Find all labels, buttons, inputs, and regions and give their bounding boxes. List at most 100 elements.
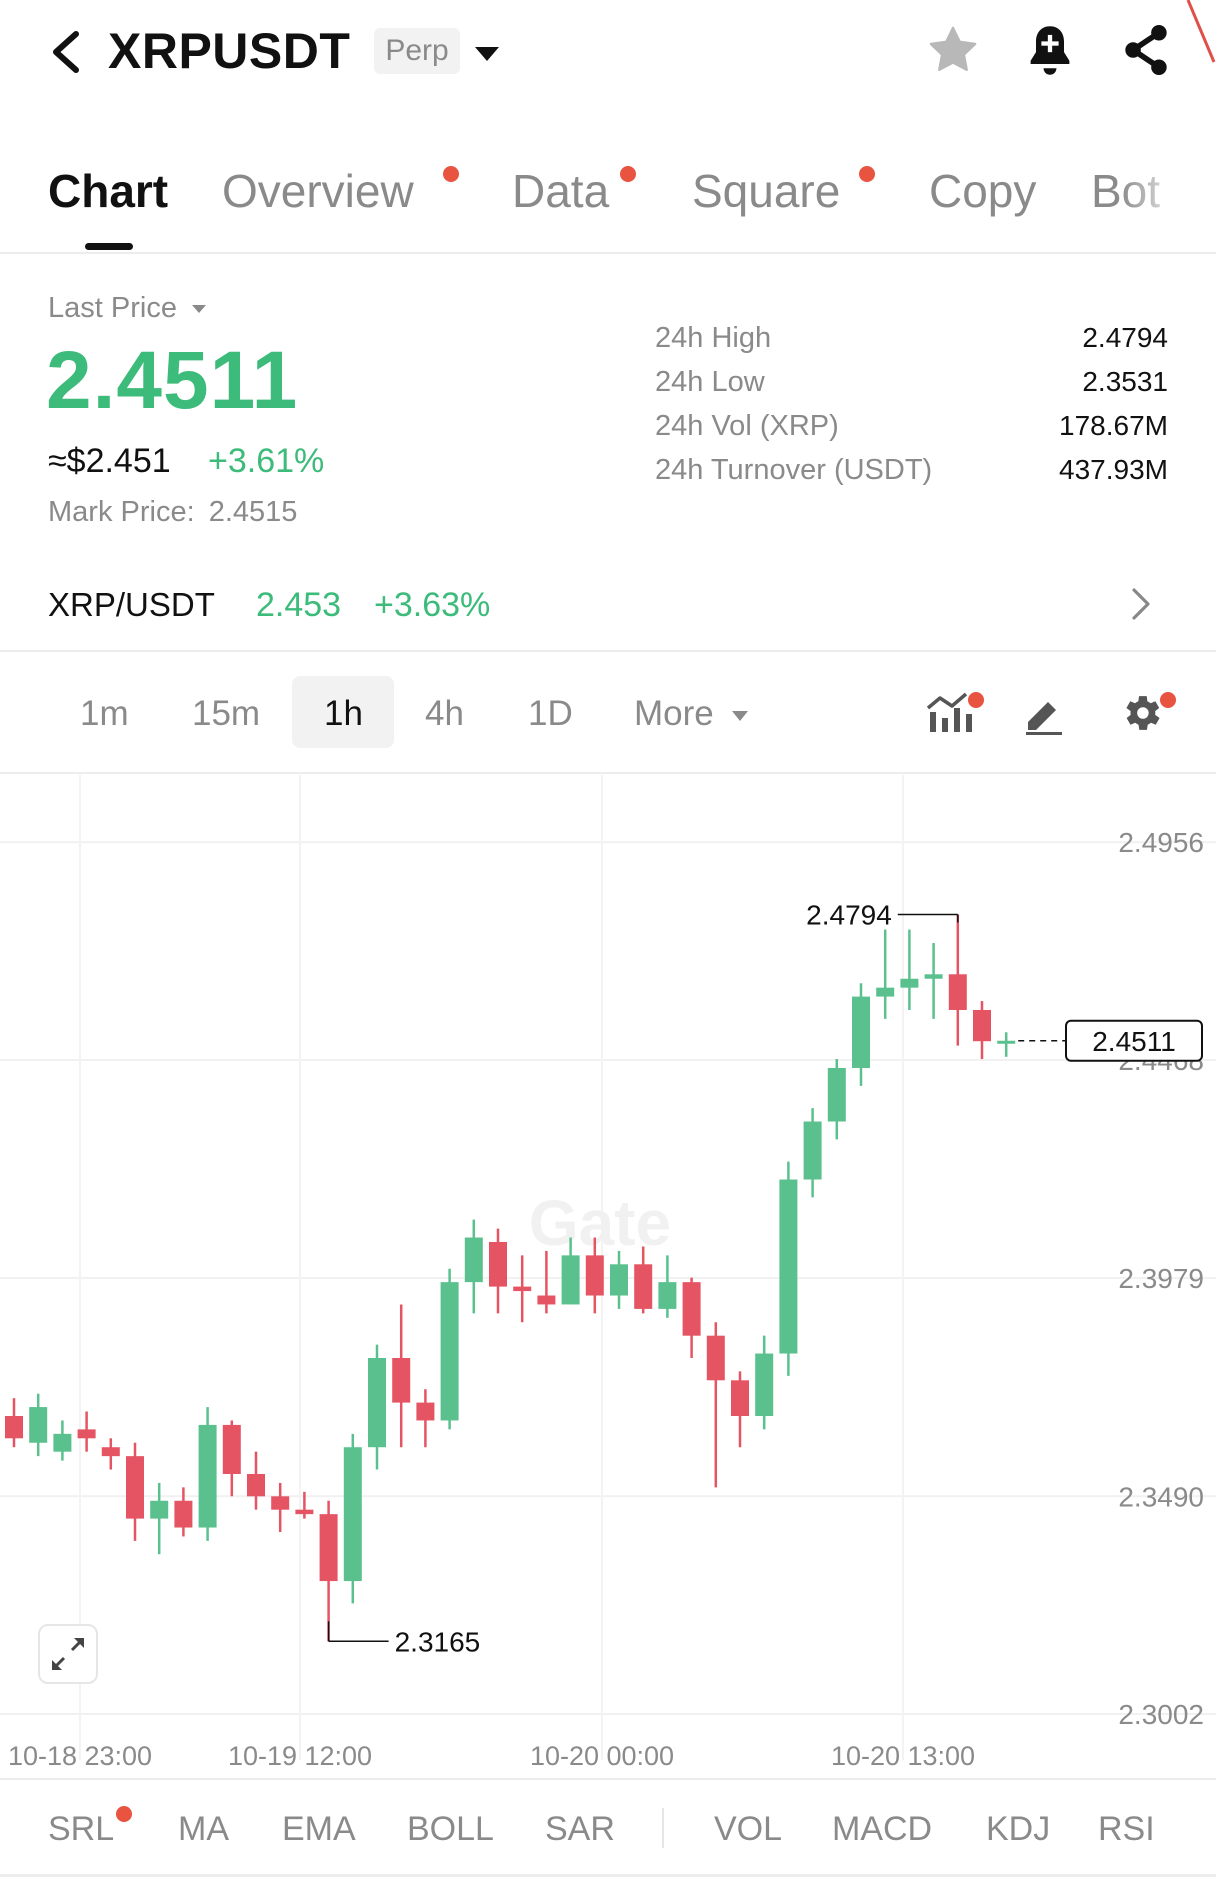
indicator-notification-dot (968, 692, 984, 708)
indicator-vol[interactable]: VOL (714, 1810, 783, 1848)
interval-more-label: More (634, 694, 714, 733)
candle (222, 1420, 241, 1497)
candle-body (610, 1264, 628, 1296)
indicator-ma[interactable]: MA (178, 1810, 229, 1848)
tab-overview[interactable]: Overview (222, 165, 414, 217)
stat-label-24h-high: 24h High (655, 322, 772, 354)
tab-square[interactable]: Square (692, 165, 841, 217)
last-price-selector[interactable]: Last Price (48, 292, 207, 325)
candlestick-chart[interactable]: Gate2.49562.39792.34902.30022.44682.4794… (0, 775, 1216, 1775)
indicator-macd[interactable]: MACD (832, 1810, 933, 1848)
high-marker-label: 2.4794 (806, 899, 892, 930)
indicator-srl[interactable]: SRL (48, 1810, 115, 1848)
chevron-right-icon[interactable] (1130, 586, 1152, 622)
candle (900, 929, 919, 1010)
candle (513, 1255, 532, 1323)
dropdown-caret-icon[interactable] (474, 46, 500, 62)
indicator-sar[interactable]: SAR (545, 1810, 615, 1848)
share-icon[interactable] (1120, 22, 1172, 78)
candle (29, 1393, 48, 1457)
interval-1h[interactable]: 1h (324, 694, 363, 733)
chevron-down-icon (732, 710, 749, 721)
candle (368, 1344, 386, 1470)
indicator-rsi[interactable]: RSI (1098, 1810, 1155, 1848)
indicator-srl-dot (116, 1806, 132, 1822)
candle (77, 1411, 96, 1452)
indicator-separator (662, 1808, 664, 1848)
y-axis-label: 2.3490 (1118, 1481, 1204, 1512)
candle-body (489, 1241, 507, 1287)
candle-body (561, 1255, 580, 1305)
active-tab-indicator (85, 243, 133, 250)
candle-body (222, 1424, 241, 1474)
interval-15m[interactable]: 15m (192, 694, 261, 733)
low-marker-label: 2.3165 (395, 1626, 481, 1657)
current-price-label: 2.4511 (1092, 1026, 1176, 1057)
mark-price-value: 2.4515 (208, 496, 298, 528)
draw-pencil-icon[interactable] (1022, 692, 1066, 736)
interval-4h[interactable]: 4h (425, 694, 464, 733)
candle-body (948, 974, 967, 1010)
indicator-kdj[interactable]: KDJ (986, 1810, 1051, 1848)
candle-body (5, 1415, 23, 1439)
candle-body (706, 1335, 725, 1381)
candle-body (29, 1407, 48, 1443)
candle (101, 1438, 120, 1470)
usd-approx-price: ≈$2.451 (48, 442, 171, 480)
stat-value-24h-low: 2.3531 (1082, 366, 1168, 397)
candle-body (271, 1496, 290, 1510)
stat-value-24h-turnover: 437.93M (1059, 454, 1168, 485)
spot-pair-label: XRP/USDT (48, 586, 215, 623)
candle (997, 1032, 1016, 1057)
candle-body (973, 1009, 991, 1042)
candle (585, 1237, 604, 1314)
fullscreen-button[interactable] (38, 1624, 98, 1684)
symbol-title[interactable]: XRPUSDT (108, 23, 351, 79)
candle-body (876, 987, 895, 997)
candle (779, 1161, 798, 1376)
stat-label-24h-low: 24h Low (655, 366, 765, 398)
y-axis-label: 2.3979 (1118, 1263, 1204, 1294)
candle-body (634, 1264, 653, 1309)
mark-price-label: Mark Price: (48, 496, 195, 528)
indicator-ema[interactable]: EMA (282, 1810, 356, 1848)
candle (295, 1491, 314, 1519)
candle (440, 1268, 459, 1430)
x-axis-label: 10-18 23:00 (8, 1741, 152, 1771)
candle-body (368, 1357, 386, 1448)
candle (537, 1250, 556, 1314)
candle (658, 1255, 677, 1318)
interval-1d[interactable]: 1D (528, 694, 573, 733)
candle-body (803, 1121, 822, 1180)
stat-label-24h-turnover: 24h Turnover (USDT) (655, 454, 933, 486)
star-icon[interactable] (924, 22, 982, 78)
candle (924, 943, 943, 1019)
x-axis-label: 10-20 13:00 (831, 1741, 975, 1771)
spot-divider (0, 650, 1216, 652)
spot-price: 2.453 (256, 586, 342, 624)
interval-more[interactable]: More (634, 694, 749, 734)
bell-plus-icon[interactable] (1024, 22, 1076, 78)
candle-body (392, 1357, 411, 1403)
interval-1m[interactable]: 1m (80, 694, 129, 733)
y-axis-label: 2.3002 (1118, 1699, 1204, 1730)
back-arrow-icon[interactable] (48, 28, 84, 76)
candle (319, 1500, 338, 1642)
tab-copy[interactable]: Copy (929, 165, 1037, 217)
candle (948, 914, 967, 1046)
candle (150, 1482, 169, 1555)
tab-chart[interactable]: Chart (48, 165, 169, 217)
candle (755, 1335, 774, 1430)
candle (247, 1451, 265, 1510)
candle (416, 1389, 435, 1448)
tab-data[interactable]: Data (512, 165, 610, 217)
indicator-boll[interactable]: BOLL (407, 1810, 494, 1848)
candle (803, 1108, 822, 1198)
candle-body (997, 1040, 1016, 1044)
candle-body (464, 1237, 483, 1283)
candle-body (779, 1179, 798, 1354)
settings-gear-icon[interactable] (1118, 690, 1164, 736)
indicator-chart-icon[interactable] (926, 690, 974, 734)
contract-type-badge[interactable]: Perp (374, 28, 460, 74)
candle-body (900, 978, 919, 988)
